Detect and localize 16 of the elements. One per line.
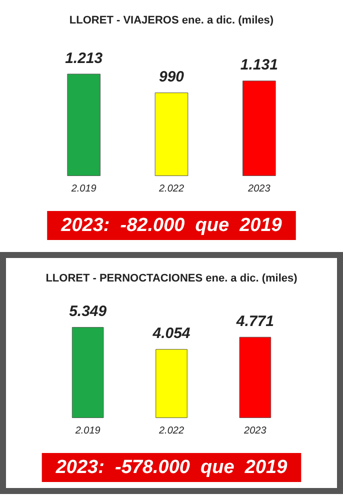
x-tick-label: 2.019 (74, 426, 101, 436)
data-label: 1.213 (65, 50, 104, 67)
text: 2023: -82.000 que 2019 (60, 215, 282, 236)
x-tick-label: 2.022 (158, 426, 184, 436)
x-tick-label: 2023 (247, 184, 271, 194)
data-label: 990 (158, 68, 185, 86)
data-label: 5.349 (69, 303, 108, 320)
data-label: 4.054 (152, 325, 191, 342)
chart-title: LLORET - PERNOCTACIONES ene. a dic. (miles) (46, 272, 298, 284)
x-tick-label: 2.019 (70, 184, 97, 194)
x-tick-label: 2023 (243, 426, 267, 436)
x-tick-label: 2.022 (158, 184, 184, 194)
data-label: 1.131 (240, 56, 278, 74)
data-label: 4.771 (235, 312, 274, 330)
text: 2023: -578.000 que 2019 (54, 457, 288, 478)
chart-title: LLORET - VIAJEROS ene. a dic. (miles) (69, 14, 274, 26)
